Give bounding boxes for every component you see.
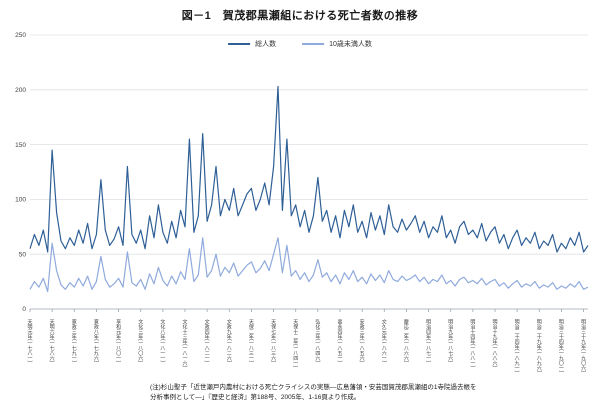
x-axis-tick: 天保十二年(一八四一) [292, 319, 299, 368]
x-axis-tick: 明治九年(一八七六) [447, 319, 454, 363]
x-axis-tick: 明治二十四年(一八九一) [513, 319, 520, 373]
x-axis-tick: 享和元年(一八〇一) [115, 319, 122, 363]
x-axis-tick: 寛政八年(一七九六) [92, 319, 99, 363]
x-axis-tick: 文化十三年(一八一六) [181, 319, 188, 368]
y-axis-tick: 100 [15, 197, 26, 204]
x-axis-tick: 天保七年(一八三六) [270, 319, 277, 363]
x-axis-tick: 天明元年(一七八一) [26, 319, 33, 363]
under10-line [29, 237, 589, 293]
y-axis-tick: 50 [19, 251, 27, 258]
source-note: (注)杉山聖子「近世瀬戸内農村における死亡クライシスの実態―広島藩領・安芸国賀茂… [150, 384, 477, 402]
x-axis-tick: 嘉永四年(一八五一) [336, 319, 343, 363]
x-axis-tick: 安政三年(一八五六) [358, 319, 365, 363]
line-chart: 0 50 100 150 200 250 総人数 10歳未満人数 [0, 25, 600, 317]
x-axis-tick: 文化八年(一八一一) [159, 319, 166, 363]
x-axis-tick: 文政四年(一八二一) [203, 319, 210, 363]
chart-title: 図－1 賀茂郡黒瀬組における死亡者数の推移 [181, 10, 419, 22]
y-axis-tick: 0 [22, 306, 26, 313]
x-axis-tick: 文政九年(一八二六) [225, 319, 232, 363]
legend-label-under10: 10歳未満人数 [329, 41, 372, 48]
x-axis-tick: 明治三十四年(一九〇一) [557, 319, 564, 373]
x-axis-tick: 弘化三年(一八四六) [314, 319, 321, 363]
x-axis-tick: 文久元年(一八六一) [380, 319, 387, 363]
total-line-swatch [228, 43, 251, 45]
legend-item-total: 総人数 [228, 39, 276, 49]
x-axis-tick: 寛政三年(一七九一) [70, 319, 77, 363]
y-axis-tick: 250 [15, 32, 26, 39]
plot-area: 0 50 100 150 200 250 [15, 32, 589, 313]
x-axis-tick: 天明六年(一七八六) [48, 319, 55, 363]
x-axis-tick: 文化三年(一八〇六) [137, 319, 144, 363]
legend-label-total: 総人数 [255, 41, 277, 48]
x-axis-tick: 天保二年(一八三一) [247, 319, 254, 363]
x-axis-tick: 明治二十九年(一八九六) [535, 319, 542, 373]
legend: 総人数 10歳未満人数 [228, 39, 372, 49]
x-axis-tick: 明治十四年(一八八一) [469, 319, 476, 368]
y-axis-tick: 200 [15, 87, 26, 94]
x-axis-tick: 明治十九年(一八八六) [491, 319, 498, 368]
legend-item-under10: 10歳未満人数 [302, 39, 372, 49]
total-line [29, 85, 589, 253]
under10-line-swatch [302, 43, 325, 45]
x-axis-tick: 慶応二年(一八六六) [402, 319, 409, 363]
x-axis-labels: 天明元年(一七八一) 天明六年(一七八六) 寛政三年(一七九一) 寛政八年(一七九六)… [0, 317, 600, 379]
x-axis-tick: 明治四年(一八七一) [425, 319, 432, 363]
x-axis-tick: 明治三十九年(一九〇六) [580, 319, 587, 373]
y-axis-tick: 150 [15, 142, 26, 149]
